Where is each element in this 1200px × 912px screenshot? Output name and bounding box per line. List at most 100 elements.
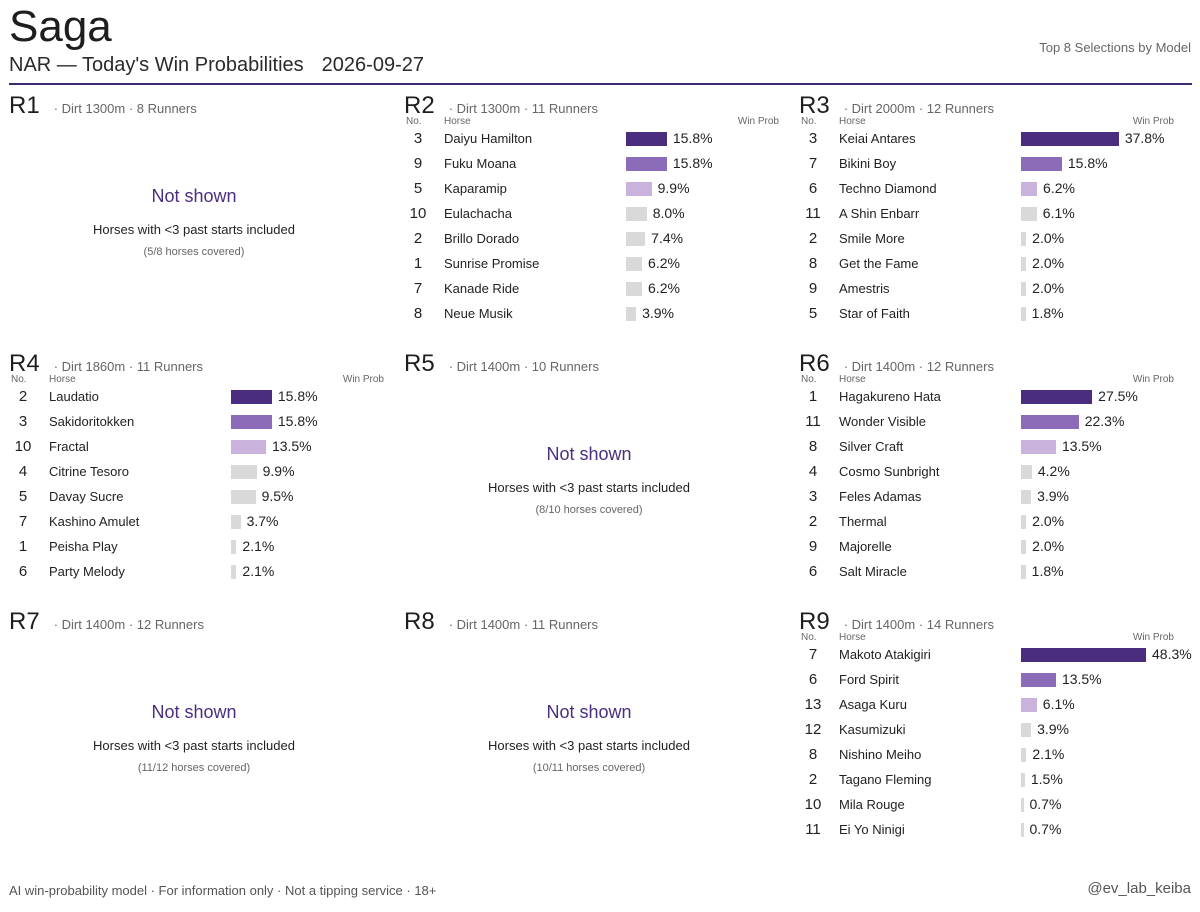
table-row: 3 Daiyu Hamilton 15.8% <box>404 126 784 151</box>
table-row: 8 Silver Craft 13.5% <box>799 434 1179 459</box>
horse-number: 6 <box>808 563 818 580</box>
not-shown-title: Not shown <box>151 186 237 206</box>
not-shown-title: Not shown <box>151 702 237 722</box>
table-row: 5 Davay Sucre 9.5% <box>9 484 389 509</box>
race-number: R8 <box>404 608 435 635</box>
probability-bar <box>1021 157 1062 171</box>
horse-number: 9 <box>413 155 423 172</box>
race-meta: · Dirt 1300m · 8 Runners <box>53 101 197 116</box>
probability-label: 15.8% <box>1067 155 1108 171</box>
horse-name: Sakidoritokken <box>49 414 135 429</box>
table-row: 7 Kashino Amulet 3.7% <box>9 509 389 534</box>
horse-name: Feles Adamas <box>839 489 922 504</box>
race-number: R1 <box>9 92 40 119</box>
column-header-win-prob: Win Prob <box>1132 116 1174 127</box>
race-header: R1 · Dirt 1300m · 8 Runners <box>9 92 197 119</box>
probability-label: 48.3% <box>1152 646 1192 662</box>
probability-label: 9.9% <box>657 180 690 196</box>
table-row: 11 Wonder Visible 22.3% <box>799 409 1179 434</box>
probability-bar <box>1021 673 1056 687</box>
column-header-horse: Horse <box>839 116 866 127</box>
probability-bar <box>1021 465 1032 479</box>
horse-number: 12 <box>804 721 822 738</box>
horse-number: 5 <box>808 305 818 322</box>
probability-label: 27.5% <box>1098 388 1138 404</box>
race-number: R3 <box>799 92 830 119</box>
horse-number: 4 <box>808 463 818 480</box>
horse-name: Peisha Play <box>49 539 118 554</box>
horse-name: Daiyu Hamilton <box>444 131 533 146</box>
horse-name: Neue Musik <box>444 306 513 321</box>
footer-disclaimer: AI win-probability model · For informati… <box>9 883 437 898</box>
probability-label: 0.7% <box>1029 796 1062 812</box>
race-panel-r7: R7 · Dirt 1400m · 12 Runners Not shown Hors… <box>9 608 389 858</box>
probability-bar <box>1021 415 1079 429</box>
horse-name: Asaga Kuru <box>839 697 907 712</box>
probability-bar <box>231 415 272 429</box>
race-header: R7 · Dirt 1400m · 12 Runners <box>9 608 204 635</box>
race-number: R9 <box>799 608 830 635</box>
horse-number: 8 <box>413 305 423 322</box>
probability-bar <box>1021 390 1093 404</box>
footer-handle: @ev_lab_keiba <box>1087 880 1191 897</box>
column-header-no: No. <box>11 374 27 385</box>
table-row: 7 Kanade Ride 6.2% <box>404 276 784 301</box>
not-shown-reason: Horses with <3 past starts included <box>93 738 295 753</box>
horse-name: Laudatio <box>49 389 99 404</box>
horse-number: 8 <box>808 438 818 455</box>
race-panel-r2: R2 · Dirt 1300m · 11 Runners No. Horse Win P… <box>404 92 784 342</box>
horse-number: 9 <box>808 280 818 297</box>
table-row: 2 Thermal 2.0% <box>799 509 1179 534</box>
horse-number: 1 <box>808 388 818 405</box>
horse-name: Silver Craft <box>839 439 904 454</box>
horse-number: 5 <box>413 180 423 197</box>
column-header-horse: Horse <box>444 116 471 127</box>
horse-name: Techno Diamond <box>839 181 937 196</box>
table-row: 9 Majorelle 2.0% <box>799 534 1179 559</box>
probability-label: 2.1% <box>242 563 275 579</box>
horse-name: Eulachacha <box>444 206 512 221</box>
horse-number: 6 <box>808 671 818 688</box>
probability-bar <box>626 232 646 246</box>
race-header: R6 · Dirt 1400m · 12 Runners <box>799 350 994 377</box>
horse-name: Smile More <box>839 231 905 246</box>
race-number: R6 <box>799 350 830 377</box>
probability-label: 0.7% <box>1029 821 1062 837</box>
horse-name: A Shin Enbarr <box>839 206 920 221</box>
horse-number: 11 <box>805 205 821 222</box>
horse-name: Hagakureno Hata <box>839 389 941 404</box>
horse-name: Nishino Meiho <box>839 747 922 762</box>
probability-label: 15.8% <box>672 130 713 146</box>
table-row: 6 Ford Spirit 13.5% <box>799 667 1179 692</box>
race-header: R2 · Dirt 1300m · 11 Runners <box>404 92 598 119</box>
probability-bar <box>626 157 667 171</box>
horse-number: 4 <box>18 463 28 480</box>
column-header-win-prob: Win Prob <box>737 116 779 127</box>
horse-name: Star of Faith <box>839 306 910 321</box>
race-header: R4 · Dirt 1860m · 11 Runners <box>9 350 203 377</box>
horse-number: 8 <box>808 255 818 272</box>
table-row: 7 Makoto Atakigiri 48.3% <box>799 642 1192 667</box>
column-header-win-prob: Win Prob <box>1132 632 1174 643</box>
race-meta: · Dirt 2000m · 12 Runners <box>843 101 994 116</box>
coverage-note: (8/10 horses covered) <box>535 504 643 516</box>
probability-label: 9.5% <box>261 488 294 504</box>
probability-bar <box>1021 307 1026 321</box>
coverage-note: (10/11 horses covered) <box>532 762 646 774</box>
probability-bar <box>626 282 643 296</box>
horse-number: 7 <box>808 646 818 663</box>
horse-name: Tagano Fleming <box>839 772 932 787</box>
probability-label: 2.0% <box>1032 538 1065 554</box>
horse-name: Ei Yo Ninigi <box>839 822 905 837</box>
probability-bar <box>1021 182 1038 196</box>
probability-label: 3.9% <box>1037 488 1069 504</box>
probability-label: 1.8% <box>1031 563 1064 579</box>
table-row: 1 Sunrise Promise 6.2% <box>404 251 784 276</box>
header-divider <box>9 83 1192 85</box>
table-row: 8 Neue Musik 3.9% <box>404 301 784 326</box>
horse-name: Majorelle <box>839 539 892 554</box>
race-panel-r8: R8 · Dirt 1400m · 11 Runners Not shown Hors… <box>404 608 784 858</box>
horse-name: Amestris <box>839 281 890 296</box>
race-meta: · Dirt 1400m · 14 Runners <box>843 617 994 632</box>
table-row: 5 Star of Faith 1.8% <box>799 301 1179 326</box>
